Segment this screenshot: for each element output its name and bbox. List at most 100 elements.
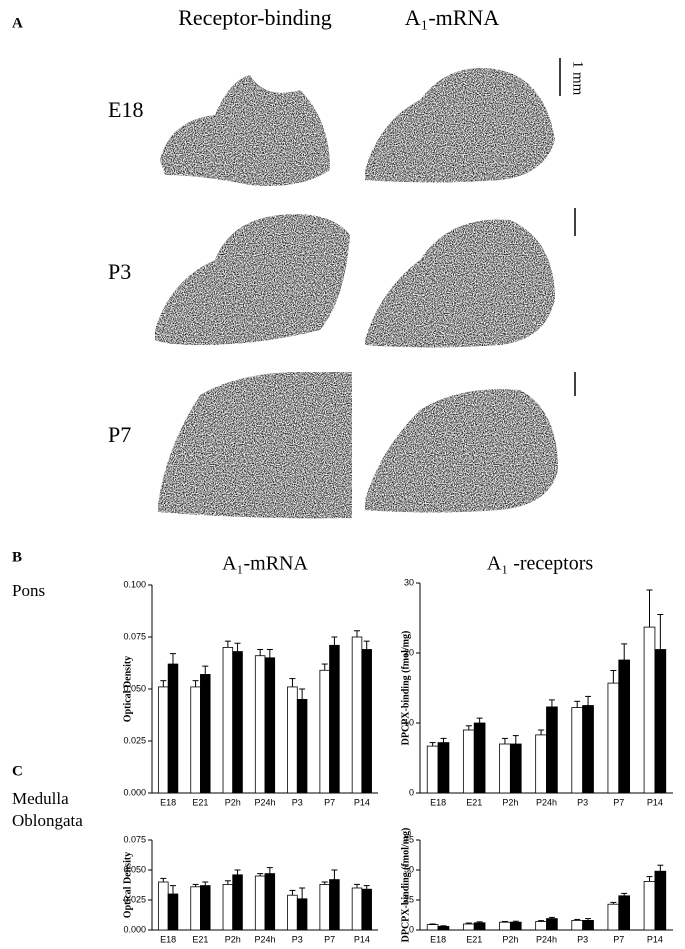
bar [254,655,266,794]
bar [319,669,330,794]
bar [287,686,298,794]
panel-label: B [12,549,22,565]
y-tick-label: 0.075 [123,631,146,641]
y-tick-label: 25 [404,894,414,904]
y-tick-label: 0.025 [123,735,146,745]
x-tick-label: E21 [466,797,482,807]
x-tick-label: P7 [324,934,335,944]
row-label: P7 [108,422,131,447]
bar [361,888,372,931]
bar [582,705,594,794]
y-axis-label: DPCPX-binding (fmol/mg) [400,828,411,943]
x-tick-label: E21 [192,934,208,944]
x-tick-label: E21 [466,934,482,944]
y-tick-label: 0.075 [123,834,146,844]
bar [437,742,450,794]
bar [643,626,656,794]
micrographs [155,68,558,519]
bar [351,887,363,931]
bar [158,686,169,794]
bar [319,884,330,931]
bar [535,734,547,794]
x-tick-label: P24h [254,934,275,944]
bar [296,898,308,931]
x-tick-label: P7 [613,797,624,807]
bar [296,699,308,794]
row-label: E18 [108,97,143,122]
bar [200,674,211,794]
bar [499,921,511,931]
x-tick-label: E18 [430,797,446,807]
x-tick-label: P7 [613,934,624,944]
x-tick-label: P14 [647,797,663,807]
bar [167,893,179,931]
bar [618,895,631,931]
x-tick-label: P24h [254,797,275,807]
bar [499,743,511,794]
bar [643,881,656,931]
bar [571,920,584,931]
bar [158,881,169,931]
bar [535,921,547,931]
x-tick-label: E21 [192,797,208,807]
y-axis-label: Optical Density [122,656,133,722]
bar [351,636,363,794]
panel-label: A [12,15,23,31]
bar [473,922,486,931]
bar [287,894,298,931]
y-axis-label: DPCPX-binding (fmol/mg) [400,631,411,746]
bar [190,886,201,931]
region-label: Oblongata [12,811,83,830]
bar [546,918,558,931]
x-tick-label: P7 [324,797,335,807]
bar [361,649,372,794]
y-tick-label: 0 [409,924,414,934]
bar [509,921,522,931]
y-tick-label: 0.000 [123,787,146,797]
chart-title: A₁ -receptors [487,553,594,575]
x-tick-label: P3 [292,934,303,944]
y-tick-label: 50 [404,864,414,874]
x-tick-label: P2h [502,934,518,944]
y-tick-label: 30 [404,577,414,587]
x-tick-label: P14 [647,934,663,944]
x-tick-label: P2h [225,934,241,944]
bar [329,879,340,931]
bar [254,875,266,931]
bar [654,649,667,794]
bar [190,686,201,794]
bar [509,743,522,794]
bar [462,729,475,794]
x-tick-label: P3 [577,797,588,807]
x-tick-label: P2h [225,797,241,807]
x-tick-label: E18 [160,797,176,807]
x-tick-label: P3 [577,934,588,944]
scale-label: 1 mm [570,61,586,96]
bar [222,647,234,794]
bar [426,745,439,794]
x-tick-label: P24h [536,797,557,807]
bar [582,920,594,931]
bar [222,884,234,931]
bar [607,682,620,794]
y-tick-label: 20 [404,647,414,657]
bar [571,707,584,794]
bar [264,657,276,794]
bar [329,644,340,794]
y-tick-label: 0 [409,787,414,797]
bar [618,659,631,794]
bar [546,706,558,794]
region-label: Medulla [12,789,69,808]
y-tick-label: 0.050 [123,683,146,693]
x-tick-label: P3 [292,797,303,807]
y-tick-label: 0.100 [123,579,146,589]
x-tick-label: P24h [536,934,557,944]
region-label: Pons [12,581,45,600]
bar [200,885,211,931]
column-header: Receptor-binding [178,5,332,30]
y-tick-label: 0.050 [123,864,146,874]
bar [264,873,276,931]
x-tick-label: P2h [502,797,518,807]
y-tick-label: 0.025 [123,894,146,904]
